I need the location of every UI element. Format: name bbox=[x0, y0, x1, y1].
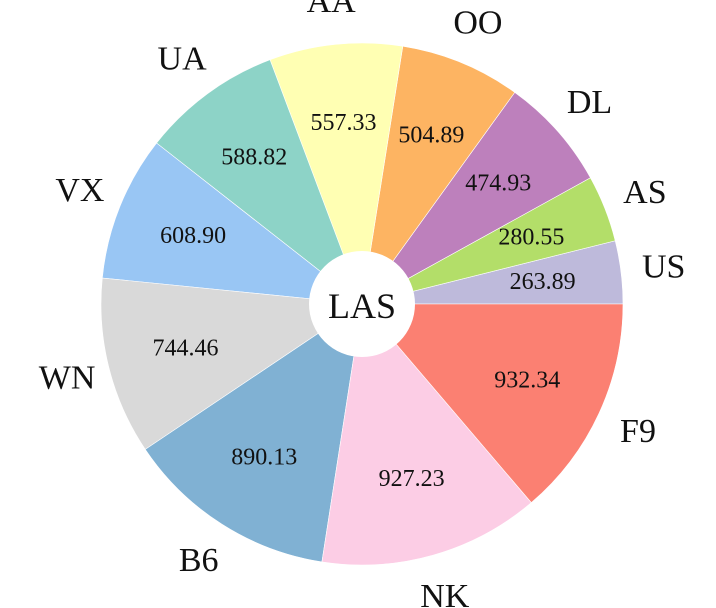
slice-oo bbox=[361, 45, 516, 305]
value-label-b6: 890.13 bbox=[231, 445, 297, 471]
category-label-f9: F9 bbox=[620, 413, 656, 450]
pie-slices bbox=[100, 42, 624, 566]
center-label: LAS bbox=[328, 286, 396, 326]
category-labels: US AS DL OO AA UA VX WN B6 NK F9 bbox=[39, 0, 686, 608]
value-label-dl: 474.93 bbox=[465, 170, 531, 196]
value-label-ua: 588.82 bbox=[221, 144, 287, 170]
value-label-vx: 608.90 bbox=[160, 223, 226, 249]
category-label-nk: NK bbox=[420, 578, 470, 608]
category-label-dl: DL bbox=[567, 84, 612, 121]
category-label-ua: UA bbox=[158, 40, 208, 77]
slice-dl bbox=[361, 91, 591, 305]
category-label-wn: WN bbox=[39, 359, 96, 396]
value-label-nk: 927.23 bbox=[379, 466, 445, 492]
category-label-as: AS bbox=[623, 174, 666, 211]
slice-b6 bbox=[144, 303, 363, 563]
category-label-b6: B6 bbox=[179, 542, 219, 579]
slice-aa bbox=[269, 42, 404, 306]
value-label-oo: 504.89 bbox=[398, 123, 464, 149]
center-hole bbox=[309, 251, 415, 357]
category-label-aa: AA bbox=[307, 0, 357, 20]
value-label-as: 280.55 bbox=[498, 224, 564, 250]
slice-ua bbox=[156, 59, 363, 305]
category-label-us: US bbox=[642, 248, 685, 285]
slice-nk bbox=[321, 303, 532, 566]
slice-f9 bbox=[361, 303, 624, 504]
slice-vx bbox=[101, 142, 363, 305]
category-label-vx: VX bbox=[55, 172, 104, 209]
value-label-us: 263.89 bbox=[510, 269, 576, 295]
category-label-oo: OO bbox=[453, 4, 502, 41]
value-label-f9: 932.34 bbox=[494, 367, 560, 393]
slice-wn bbox=[100, 277, 363, 450]
value-label-wn: 744.46 bbox=[152, 335, 218, 361]
value-label-aa: 557.33 bbox=[311, 110, 377, 136]
